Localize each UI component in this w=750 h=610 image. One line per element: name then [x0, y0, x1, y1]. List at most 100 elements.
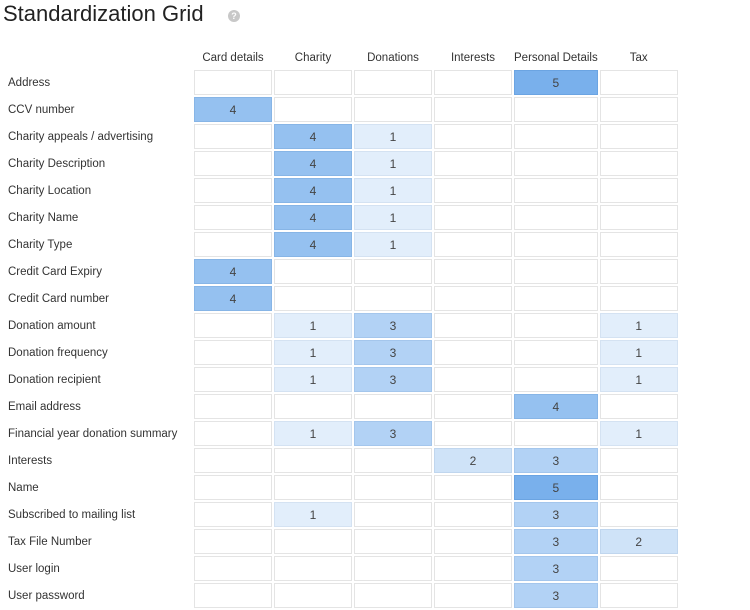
empty-cell[interactable]: [434, 205, 512, 230]
empty-cell[interactable]: [434, 421, 512, 446]
empty-cell[interactable]: [194, 583, 272, 608]
empty-cell[interactable]: [274, 583, 352, 608]
score-cell[interactable]: 1: [354, 205, 432, 230]
empty-cell[interactable]: [599, 394, 678, 419]
empty-cell[interactable]: [434, 583, 512, 608]
empty-cell[interactable]: [354, 475, 432, 500]
empty-cell[interactable]: [599, 178, 678, 203]
score-cell[interactable]: 4: [194, 259, 272, 284]
empty-cell[interactable]: [599, 583, 678, 608]
score-cell[interactable]: 5: [514, 475, 598, 500]
empty-cell[interactable]: [599, 97, 678, 122]
score-cell[interactable]: 1: [274, 313, 352, 338]
score-cell[interactable]: 3: [514, 583, 598, 608]
empty-cell[interactable]: [514, 421, 598, 446]
score-cell[interactable]: 3: [514, 556, 598, 581]
empty-cell[interactable]: [434, 70, 512, 95]
empty-cell[interactable]: [599, 70, 678, 95]
empty-cell[interactable]: [354, 70, 432, 95]
empty-cell[interactable]: [354, 583, 432, 608]
score-cell[interactable]: 1: [274, 421, 352, 446]
empty-cell[interactable]: [514, 232, 598, 257]
score-cell[interactable]: 4: [514, 394, 598, 419]
empty-cell[interactable]: [194, 367, 272, 392]
empty-cell[interactable]: [434, 178, 512, 203]
empty-cell[interactable]: [274, 259, 352, 284]
empty-cell[interactable]: [354, 286, 432, 311]
empty-cell[interactable]: [434, 97, 512, 122]
empty-cell[interactable]: [514, 124, 598, 149]
empty-cell[interactable]: [274, 448, 352, 473]
score-cell[interactable]: 3: [354, 340, 432, 365]
empty-cell[interactable]: [194, 232, 272, 257]
empty-cell[interactable]: [434, 232, 512, 257]
empty-cell[interactable]: [354, 259, 432, 284]
score-cell[interactable]: 3: [514, 529, 598, 554]
empty-cell[interactable]: [514, 259, 598, 284]
empty-cell[interactable]: [194, 448, 272, 473]
score-cell[interactable]: 1: [599, 313, 678, 338]
empty-cell[interactable]: [354, 556, 432, 581]
score-cell[interactable]: 1: [274, 367, 352, 392]
score-cell[interactable]: 3: [354, 313, 432, 338]
empty-cell[interactable]: [194, 529, 272, 554]
empty-cell[interactable]: [274, 70, 352, 95]
score-cell[interactable]: 1: [354, 151, 432, 176]
empty-cell[interactable]: [354, 97, 432, 122]
empty-cell[interactable]: [194, 313, 272, 338]
score-cell[interactable]: 2: [434, 448, 512, 473]
empty-cell[interactable]: [194, 502, 272, 527]
help-icon[interactable]: ?: [228, 10, 240, 22]
score-cell[interactable]: 4: [274, 232, 352, 257]
empty-cell[interactable]: [354, 502, 432, 527]
empty-cell[interactable]: [599, 205, 678, 230]
empty-cell[interactable]: [274, 556, 352, 581]
empty-cell[interactable]: [194, 556, 272, 581]
score-cell[interactable]: 4: [194, 97, 272, 122]
score-cell[interactable]: 1: [354, 232, 432, 257]
empty-cell[interactable]: [354, 394, 432, 419]
empty-cell[interactable]: [194, 151, 272, 176]
empty-cell[interactable]: [274, 394, 352, 419]
score-cell[interactable]: 3: [354, 421, 432, 446]
empty-cell[interactable]: [434, 313, 512, 338]
empty-cell[interactable]: [434, 124, 512, 149]
empty-cell[interactable]: [434, 151, 512, 176]
empty-cell[interactable]: [514, 178, 598, 203]
score-cell[interactable]: 4: [274, 205, 352, 230]
empty-cell[interactable]: [514, 313, 598, 338]
empty-cell[interactable]: [599, 475, 678, 500]
empty-cell[interactable]: [354, 448, 432, 473]
score-cell[interactable]: 3: [514, 502, 598, 527]
empty-cell[interactable]: [514, 205, 598, 230]
empty-cell[interactable]: [354, 529, 432, 554]
empty-cell[interactable]: [599, 124, 678, 149]
empty-cell[interactable]: [514, 97, 598, 122]
score-cell[interactable]: 2: [599, 529, 678, 554]
empty-cell[interactable]: [514, 151, 598, 176]
score-cell[interactable]: 4: [194, 286, 272, 311]
score-cell[interactable]: 5: [514, 70, 598, 95]
empty-cell[interactable]: [194, 340, 272, 365]
score-cell[interactable]: 1: [354, 124, 432, 149]
empty-cell[interactable]: [274, 97, 352, 122]
empty-cell[interactable]: [599, 286, 678, 311]
empty-cell[interactable]: [194, 70, 272, 95]
score-cell[interactable]: 3: [354, 367, 432, 392]
empty-cell[interactable]: [514, 286, 598, 311]
score-cell[interactable]: 4: [274, 151, 352, 176]
empty-cell[interactable]: [274, 475, 352, 500]
empty-cell[interactable]: [599, 556, 678, 581]
score-cell[interactable]: 1: [599, 421, 678, 446]
empty-cell[interactable]: [434, 556, 512, 581]
empty-cell[interactable]: [194, 124, 272, 149]
score-cell[interactable]: 1: [599, 340, 678, 365]
empty-cell[interactable]: [194, 394, 272, 419]
empty-cell[interactable]: [194, 205, 272, 230]
empty-cell[interactable]: [274, 286, 352, 311]
empty-cell[interactable]: [434, 529, 512, 554]
empty-cell[interactable]: [194, 178, 272, 203]
score-cell[interactable]: 4: [274, 178, 352, 203]
empty-cell[interactable]: [434, 367, 512, 392]
empty-cell[interactable]: [434, 394, 512, 419]
